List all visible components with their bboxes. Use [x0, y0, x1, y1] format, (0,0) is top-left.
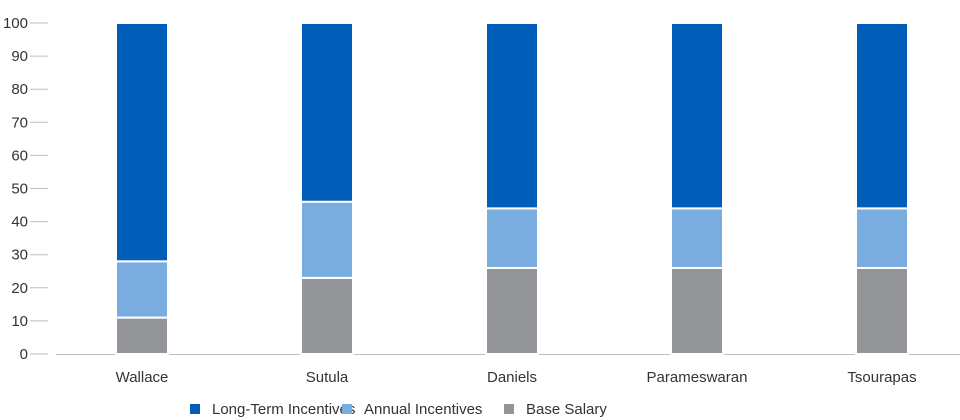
legend-label: Base Salary: [526, 401, 607, 418]
bar-segment: [670, 266, 724, 355]
y-tick-label: 70: [11, 114, 28, 131]
bar-segment: [300, 200, 354, 279]
bar-segment: [300, 276, 354, 355]
x-category-label: Daniels: [487, 369, 537, 386]
legend-item: Base Salary: [504, 401, 607, 418]
x-category-label: Sutula: [306, 369, 349, 386]
bar-segment: [485, 207, 539, 269]
y-tick-label: 10: [11, 313, 28, 330]
bar-segment: [855, 266, 909, 355]
bar-stack: [485, 22, 539, 355]
bar-segment: [485, 22, 539, 210]
bar-segment: [670, 22, 724, 210]
bar-segment: [300, 22, 354, 203]
bar-segment: [670, 207, 724, 269]
bar-segment: [115, 22, 169, 263]
legend-item: Annual Incentives: [342, 401, 482, 418]
legend: Long-Term Incentives Annual Incentives Bas…: [190, 401, 607, 418]
y-tick-label: 20: [11, 280, 28, 297]
y-axis: 0 10 20 30 40 50 60 70 80 90 100: [3, 15, 48, 363]
bar-segment: [855, 207, 909, 269]
y-tick-label: 40: [11, 214, 28, 231]
legend-item: Long-Term Incentives: [190, 401, 355, 418]
legend-label: Annual Incentives: [364, 401, 482, 418]
bar-stack: [300, 22, 354, 355]
y-tick-label: 90: [11, 48, 28, 65]
x-axis: Wallace Sutula Daniels Parameswaran Tsourapa…: [116, 369, 917, 386]
legend-label: Long-Term Incentives: [212, 401, 355, 418]
bar-segment: [115, 316, 169, 355]
y-tick-label: 30: [11, 247, 28, 264]
y-tick-label: 80: [11, 81, 28, 98]
bar-segment: [115, 260, 169, 319]
legend-swatch: [342, 404, 352, 414]
legend-swatch: [190, 404, 200, 414]
x-category-label: Wallace: [116, 369, 169, 386]
bar-stack: [855, 22, 909, 355]
y-tick-label: 0: [20, 346, 28, 363]
legend-swatch: [504, 404, 514, 414]
bar-segment: [485, 266, 539, 355]
bar-stack: [115, 22, 169, 355]
x-category-label: Parameswaran: [647, 369, 748, 386]
y-tick-label: 50: [11, 181, 28, 198]
bar-segment: [855, 22, 909, 210]
x-category-label: Tsourapas: [847, 369, 916, 386]
bars: [115, 22, 909, 355]
y-tick-label: 60: [11, 147, 28, 164]
y-tick-label: 100: [3, 15, 28, 32]
bar-stack: [670, 22, 724, 355]
